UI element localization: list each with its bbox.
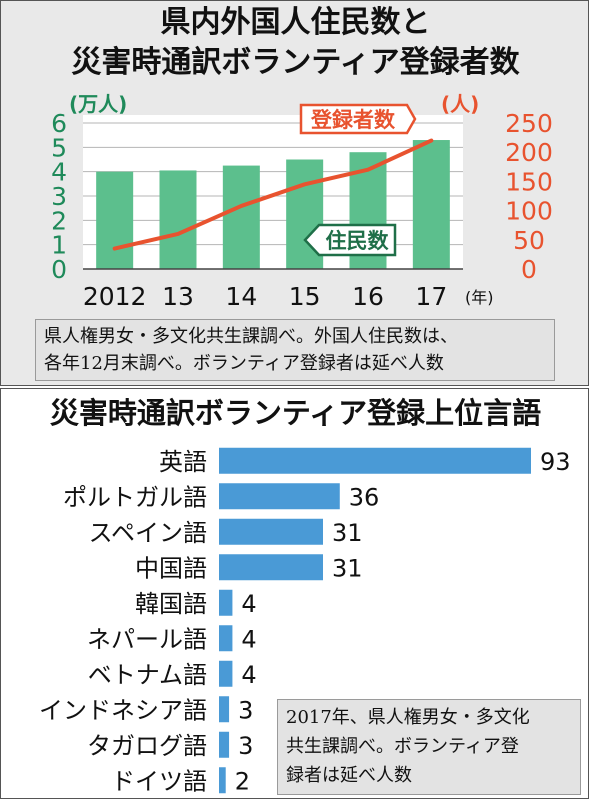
language-label-4: 韓国語	[135, 590, 207, 618]
top-chart-title-line2: 災害時通訳ボランティア登録者数	[71, 45, 520, 80]
language-bar-1	[219, 483, 340, 510]
top-note-line2: 各年12月末調べ。ボランティア登録者は延べ人数	[44, 353, 444, 374]
right-axis-unit: (人)	[441, 92, 479, 116]
bar-2012	[96, 171, 134, 269]
bar-14	[222, 165, 260, 269]
x-tick-15: 15	[289, 282, 321, 311]
right-tick-250: 250	[505, 109, 553, 138]
line-series-registrants	[112, 138, 434, 251]
language-value-9: 2	[235, 767, 250, 795]
language-value-2: 31	[332, 519, 363, 547]
language-bar-8	[219, 731, 230, 758]
language-label-7: インドネシア語	[39, 696, 207, 724]
language-bar-3	[219, 554, 323, 581]
language-label-8: タガログ語	[87, 732, 207, 760]
language-value-8: 3	[238, 732, 253, 760]
bar-13	[159, 170, 197, 269]
language-bar-chart: 英語 93 ポルトガル語 36 スペイン語 31 中国語 31 韓国語 4 ネパール語 4 ベトナム語 4…	[39, 447, 571, 795]
language-value-0: 93	[540, 448, 571, 476]
language-bar-7	[219, 696, 230, 723]
registrants-series-label: 登録者数	[310, 108, 396, 132]
left-tick-0: 0	[51, 255, 67, 284]
left-tick-5: 5	[51, 133, 67, 162]
x-tick-17: 17	[415, 282, 447, 311]
language-label-0: 英語	[159, 448, 207, 476]
language-label-3: 中国語	[135, 554, 207, 582]
right-tick-100: 100	[505, 197, 553, 226]
x-tick-13: 13	[162, 282, 194, 311]
residents-series-label: 住民数	[326, 229, 390, 253]
language-bar-5	[219, 625, 233, 652]
language-value-3: 31	[332, 554, 363, 582]
language-label-1: ポルトガル語	[63, 483, 207, 511]
left-axis-unit: (万人)	[69, 92, 127, 116]
left-tick-1: 1	[51, 231, 67, 260]
language-value-6: 4	[241, 661, 256, 689]
right-tick-150: 150	[505, 167, 553, 196]
language-value-7: 3	[238, 696, 253, 724]
language-label-5: ネパール語	[87, 625, 207, 653]
language-label-2: スペイン語	[89, 519, 207, 547]
bottom-note-line3: 録者は延べ人数	[286, 765, 412, 786]
x-axis-unit: (年)	[465, 288, 494, 307]
bottom-chart-title: 災害時通訳ボランティア登録上位言語	[49, 396, 542, 430]
language-bar-6	[219, 660, 233, 687]
top-chart-panel: 県内外国人住民数と 災害時通訳ボランティア登録者数 0 1 2 3 4 5 6 (万人) 0 50…	[0, 0, 589, 386]
language-value-4: 4	[241, 590, 256, 618]
bar-17	[412, 140, 450, 269]
bottom-note-line2: 共生課調べ。ボランティア登	[286, 736, 519, 757]
language-label-6: ベトナム語	[88, 661, 207, 689]
left-tick-6: 6	[51, 109, 67, 138]
top-note-line1: 県人権男女・多文化共生課調べ。外国人住民数は、	[44, 326, 458, 347]
registrants-callout-box	[299, 103, 417, 135]
language-value-1: 36	[349, 483, 380, 511]
bottom-chart-note: 2017年、県人権男女・多文化 共生課調べ。ボランティア登 録者は延べ人数	[277, 699, 581, 795]
x-tick-16: 16	[352, 282, 384, 311]
language-bar-2	[219, 518, 323, 545]
left-tick-3: 3	[51, 182, 67, 211]
top-chart-title-line1: 県内外国人住民数と	[160, 5, 431, 40]
language-bar-4	[219, 589, 233, 616]
right-tick-200: 200	[505, 138, 553, 167]
language-value-5: 4	[241, 625, 256, 653]
bottom-chart-panel: 災害時通訳ボランティア登録上位言語 英語 93 ポルトガル語 36 スペイン語 31 中国語…	[0, 388, 589, 799]
plot-area	[83, 115, 463, 269]
x-tick-14: 14	[225, 282, 257, 311]
language-bar-9	[219, 767, 226, 794]
left-tick-4: 4	[51, 158, 67, 187]
x-tick-2012: 2012	[83, 282, 147, 311]
bottom-note-line1: 2017年、県人権男女・多文化	[286, 707, 530, 728]
left-tick-2: 2	[51, 206, 67, 235]
right-tick-50: 50	[513, 226, 545, 255]
language-label-9: ドイツ語	[111, 767, 207, 795]
top-chart-note: 県人権男女・多文化共生課調べ。外国人住民数は、 各年12月末調べ。ボランティア登…	[35, 319, 555, 381]
right-tick-0: 0	[521, 255, 537, 284]
language-bar-0	[219, 447, 531, 474]
residents-callout-box	[303, 223, 397, 257]
